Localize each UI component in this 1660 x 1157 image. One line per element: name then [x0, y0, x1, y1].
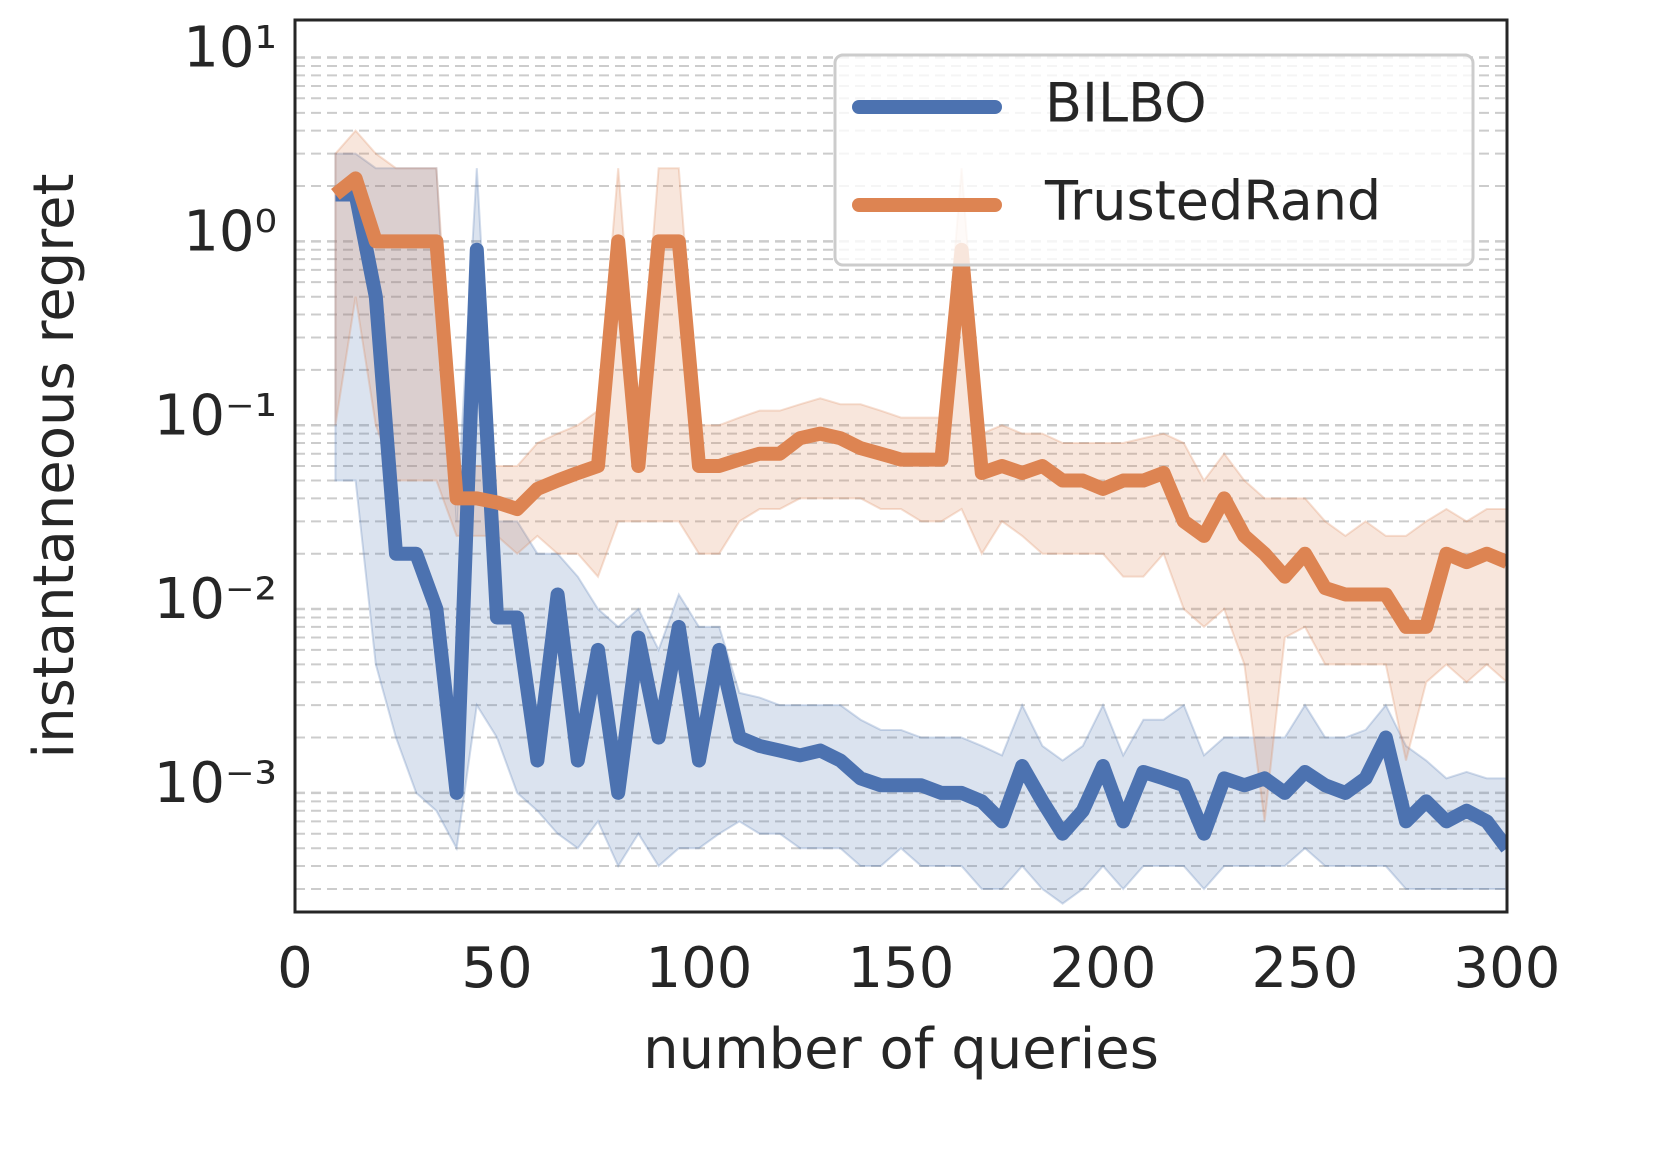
plot	[331, 129, 1507, 905]
x-tick-label: 0	[277, 936, 313, 1001]
y-axis-label: instantaneous regret	[22, 174, 87, 759]
x-tick-label: 150	[848, 936, 955, 1001]
x-tick-label: 300	[1454, 936, 1561, 1001]
y-tick-label: 10¹	[183, 16, 277, 81]
plot-frame	[293, 18, 1509, 914]
line	[335, 187, 1507, 853]
y-tick-label: 10⁻³	[154, 751, 277, 816]
x-tick-label: 100	[646, 936, 753, 1001]
line	[331, 171, 1507, 634]
x-tick-label: 200	[1050, 936, 1157, 1001]
y-tick-label: 10⁻¹	[154, 383, 277, 448]
legend-label: BILBO	[1045, 72, 1207, 135]
y-tick-label: 10⁰	[183, 200, 277, 265]
x-tick-label: 250	[1252, 936, 1359, 1001]
legend-label: TrustedRand	[1044, 170, 1381, 233]
x-axis-label: number of queries	[643, 1017, 1159, 1082]
y-tick-label: 10⁻²	[154, 567, 277, 632]
x-tick-label: 50	[461, 936, 532, 1001]
